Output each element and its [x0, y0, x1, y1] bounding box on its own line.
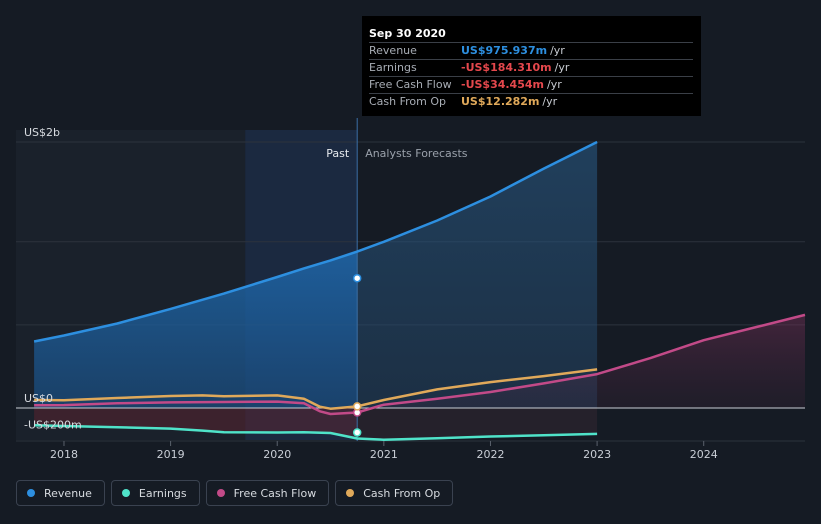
cash-from-op-marker: [352, 402, 362, 411]
legend-label: Revenue: [44, 486, 92, 500]
x-tick-label: 2018: [50, 448, 78, 461]
tooltip-row-free-cash-flow: Free Cash Flow -US$34.454m /yr: [369, 76, 693, 93]
chart: US$2b US$0 -US$200m 2018 2019 2020 2021 2022 202…: [16, 118, 806, 461]
revenue-line: [33, 140, 598, 343]
earnings-area-forecast: [357, 408, 598, 440]
legend-label: Cash From Op: [363, 486, 441, 500]
earnings-dot-icon: [121, 489, 130, 497]
tooltip-value: -US$184.310m: [461, 61, 552, 74]
earnings-marker: [352, 428, 362, 437]
tooltip-unit: /yr: [546, 78, 562, 91]
x-tick-label: 2022: [476, 448, 504, 461]
tooltip-value: US$12.282m: [461, 95, 540, 108]
cash-from-op-dot-icon: [346, 489, 355, 497]
legend-label: Free Cash Flow: [233, 486, 317, 500]
x-tick-label: 2023: [583, 448, 611, 461]
tooltip-row-revenue: Revenue US$975.937m /yr: [369, 42, 693, 59]
revenue-area-past: [34, 251, 358, 408]
x-tick-label: 2020: [263, 448, 291, 461]
tooltip-label: Revenue: [369, 44, 417, 57]
tooltip-unit: /yr: [542, 95, 558, 108]
revenue-dot-icon: [27, 489, 35, 497]
legend-item-earnings[interactable]: Earnings: [110, 480, 200, 506]
legend-item-cash-from-op[interactable]: Cash From Op: [335, 480, 454, 506]
tooltip: Sep 30 2020 Revenue US$975.937m /yr Earn…: [362, 16, 701, 116]
legend: Revenue Earnings Free Cash Flow Cash Fro…: [16, 480, 454, 506]
tooltip-row-cash-from-op: Cash From Op US$12.282m /yr: [369, 93, 693, 110]
legend-item-revenue[interactable]: Revenue: [16, 480, 105, 506]
tooltip-row-earnings: Earnings -US$184.310m /yr: [369, 59, 693, 76]
x-tick-label: 2019: [157, 448, 185, 461]
tooltip-label: Free Cash Flow: [369, 78, 452, 91]
tooltip-label: Cash From Op: [369, 95, 447, 108]
x-tick-label: 2024: [690, 448, 718, 461]
revenue-area-forecast: [357, 142, 598, 408]
tooltip-unit: /yr: [550, 44, 565, 57]
earnings-line: [34, 424, 598, 441]
y-axis-label: US$0: [24, 392, 53, 405]
free-cash-flow-dot-icon: [216, 489, 225, 497]
earnings-area-past: [34, 408, 358, 439]
revenue-marker: [352, 273, 362, 283]
tooltip-value: -US$34.454m: [461, 78, 544, 91]
y-axis-label: -US$200m: [24, 419, 82, 432]
x-tick-label: 2021: [370, 448, 398, 461]
forecast-label: Analysts Forecasts: [365, 147, 468, 160]
tooltip-date: Sep 30 2020: [369, 27, 446, 40]
legend-item-free-cash-flow[interactable]: Free Cash Flow: [205, 480, 330, 506]
y-axis-label: US$2b: [24, 126, 60, 139]
free-cash-flow-area: [357, 314, 805, 413]
tooltip-unit: /yr: [554, 61, 570, 74]
tooltip-value: US$975.937m: [461, 44, 548, 57]
past-label: Past: [326, 147, 350, 160]
tooltip-label: Earnings: [369, 61, 417, 74]
cash-from-op-line: [34, 368, 598, 410]
legend-label: Earnings: [138, 486, 187, 500]
